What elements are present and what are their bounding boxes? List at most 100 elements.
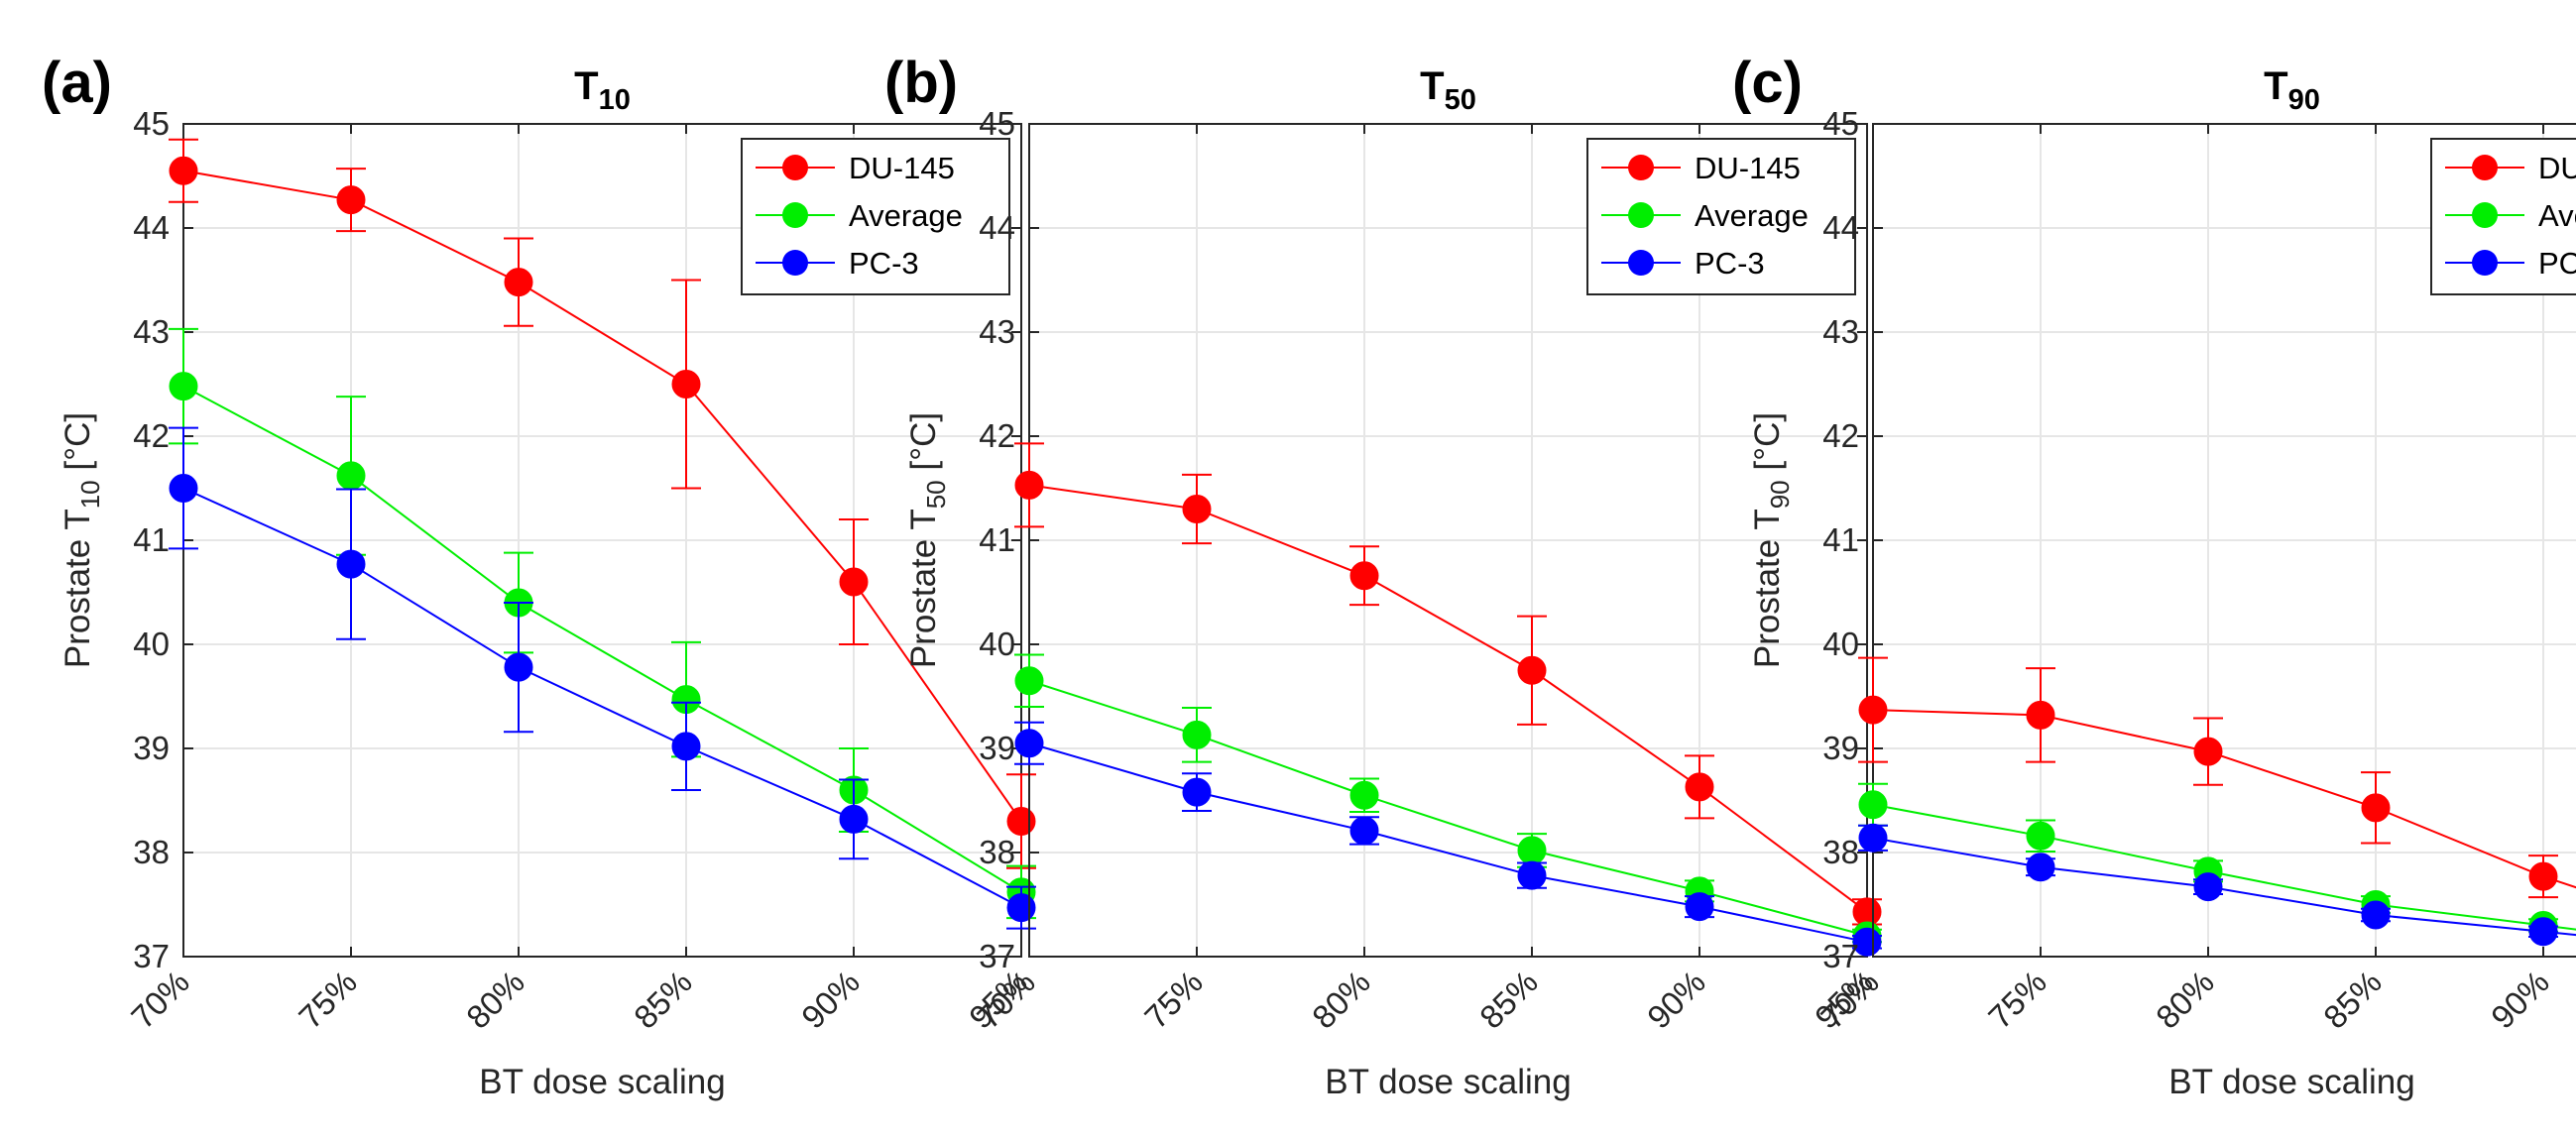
data-point-3	[1517, 655, 1547, 685]
data-point-5	[1006, 893, 1036, 923]
data-point-5	[1006, 807, 1036, 836]
legend-label-0: DU-145	[2538, 151, 2576, 185]
legend-marker-1	[2472, 202, 2498, 228]
data-point-3	[2361, 793, 2391, 823]
panel-label: (b)	[884, 51, 958, 115]
chart-title: T10	[574, 64, 631, 116]
chart-title: T90	[2264, 64, 2320, 116]
legend-marker-0	[1628, 155, 1654, 180]
chart-title-sub: 50	[1445, 84, 1476, 116]
legend-label-1: Average	[1695, 198, 1809, 233]
data-point-1	[336, 549, 366, 579]
data-point-2	[1349, 816, 1379, 846]
chart-title-sub: 90	[2288, 84, 2320, 116]
y-axis-label-sub: 50	[921, 480, 951, 509]
series-pc-3	[1858, 823, 2576, 947]
y-tick-label-8: 45	[979, 105, 1015, 142]
y-tick-label-6: 43	[133, 313, 170, 350]
panel-label: (a)	[42, 51, 112, 115]
data-point-4	[1685, 892, 1714, 922]
y-axis-label-sub: 90	[1765, 480, 1795, 509]
data-point-2	[504, 268, 533, 297]
y-axis-label-main: Prostate T	[1748, 509, 1787, 668]
x-tick-label-2: 80%	[1305, 964, 1377, 1036]
series-line	[1872, 837, 2576, 937]
series-pc-3	[169, 426, 1036, 930]
y-tick-label-7: 44	[1822, 209, 1859, 246]
data-point-0	[169, 156, 198, 185]
y-tick-label-1: 38	[1822, 834, 1859, 870]
y-axis-label-main: Prostate T	[904, 509, 943, 668]
data-point-2	[2193, 872, 2223, 902]
y-tick-label-3: 40	[133, 626, 170, 662]
data-point-4	[1685, 772, 1714, 802]
y-tick-label-7: 44	[133, 209, 170, 246]
y-axis-label-unit: [°C]	[904, 412, 943, 480]
y-tick-label-0: 37	[979, 938, 1015, 974]
y-tick-label-8: 45	[133, 105, 170, 142]
x-axis-label: BT dose scaling	[1325, 1063, 1571, 1101]
y-axis-label-unit: [°C]	[1748, 412, 1787, 480]
y-tick-label-8: 45	[1822, 105, 1859, 142]
legend-marker-0	[782, 155, 808, 180]
x-tick-label-1: 75%	[1981, 964, 2053, 1036]
y-tick-label-2: 39	[979, 730, 1015, 766]
data-point-3	[2361, 900, 2391, 930]
y-axis-label-sub: 10	[75, 480, 105, 509]
data-point-4	[2528, 917, 2558, 947]
legend: DU-145 Average PC-3	[741, 138, 1010, 295]
data-point-1	[336, 461, 366, 491]
series-du-145	[1858, 656, 2576, 899]
data-point-0	[1014, 666, 1044, 696]
y-tick-label-6: 43	[979, 313, 1015, 350]
x-axis-label: BT dose scaling	[2168, 1063, 2414, 1101]
y-axis-label: Prostate T50 [°C]	[904, 412, 951, 668]
legend-marker-2	[782, 250, 808, 276]
x-tick-label-4: 90%	[2484, 964, 2556, 1036]
legend-label-0: DU-145	[1695, 151, 1801, 185]
y-tick-label-2: 39	[1822, 730, 1859, 766]
x-tick-label-1: 75%	[292, 964, 364, 1036]
legend-box	[2430, 138, 2576, 295]
y-axis-label: Prostate T90 [°C]	[1748, 412, 1795, 668]
series-du-145	[169, 138, 1036, 869]
y-tick-label-6: 43	[1822, 313, 1859, 350]
y-tick-label-1: 38	[979, 834, 1015, 870]
y-tick-label-7: 44	[979, 209, 1015, 246]
series-line	[1028, 741, 1868, 944]
y-tick-label-3: 40	[1822, 626, 1859, 662]
y-tick-label-0: 37	[133, 938, 170, 974]
legend-marker-0	[2472, 155, 2498, 180]
legend-label-1: Average	[2538, 198, 2576, 233]
legend-marker-2	[2472, 250, 2498, 276]
data-point-4	[839, 567, 869, 597]
chart-title-main: T	[2264, 64, 2287, 108]
series-line	[1872, 803, 2576, 931]
data-point-3	[671, 370, 701, 399]
legend-marker-2	[1628, 250, 1654, 276]
y-tick-label-5: 42	[133, 417, 170, 454]
y-tick-label-4: 41	[1822, 521, 1859, 558]
data-point-3	[1517, 860, 1547, 890]
x-tick-label-4: 90%	[1640, 964, 1712, 1036]
y-tick-label-4: 41	[133, 521, 170, 558]
series-line	[1872, 709, 2576, 889]
data-point-4	[839, 804, 869, 834]
chart-title-sub: 10	[599, 84, 631, 116]
data-point-0	[169, 474, 198, 503]
x-tick-label-3: 85%	[1472, 964, 1545, 1036]
x-axis-label: BT dose scaling	[479, 1063, 725, 1101]
data-point-1	[2026, 853, 2055, 882]
data-point-1	[1182, 777, 1212, 807]
y-axis-label: Prostate T10 [°C]	[59, 412, 105, 668]
legend-marker-1	[782, 202, 808, 228]
legend-label-2: PC-3	[849, 246, 919, 281]
legend-marker-1	[1628, 202, 1654, 228]
data-point-2	[1349, 780, 1379, 810]
y-axis-label-main: Prostate T	[59, 509, 97, 668]
x-tick-label-3: 85%	[2316, 964, 2389, 1036]
data-point-4	[2528, 861, 2558, 891]
